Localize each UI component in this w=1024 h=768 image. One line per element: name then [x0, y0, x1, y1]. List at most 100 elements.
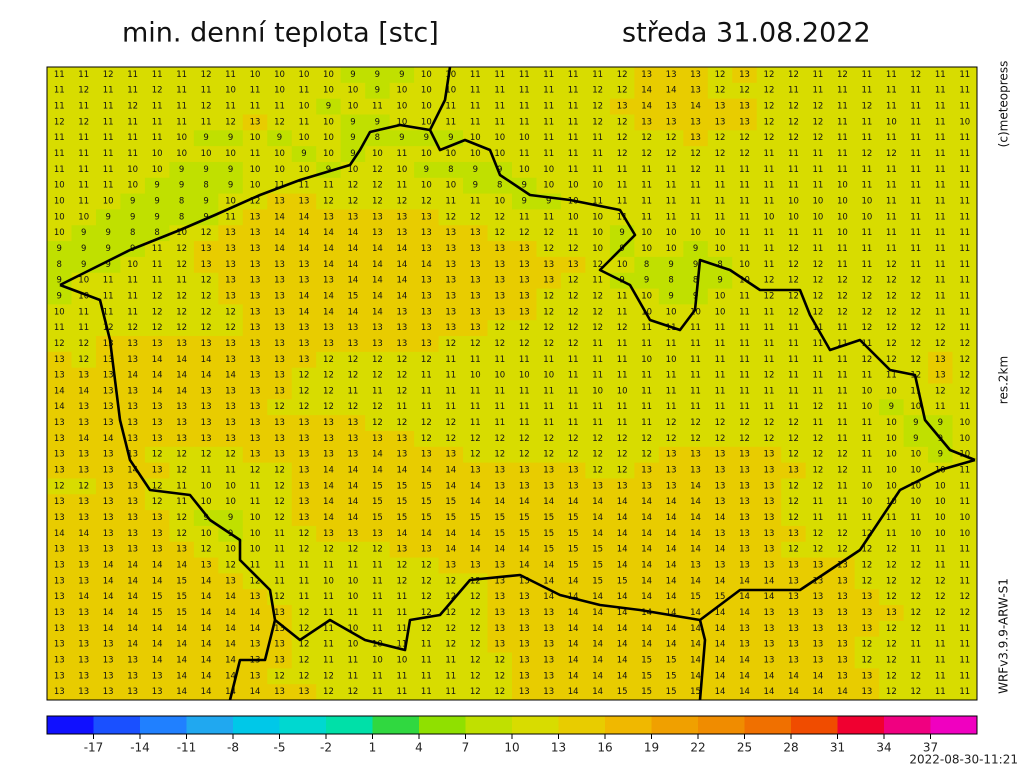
temperature-cell	[609, 98, 635, 115]
temperature-cell	[487, 241, 513, 258]
temperature-value: 14	[152, 371, 163, 381]
temperature-cell	[634, 209, 660, 226]
temperature-value: 12	[421, 592, 432, 602]
temperature-cell	[193, 256, 219, 274]
temperature-value: 11	[739, 165, 750, 175]
temperature-value: 11	[690, 402, 701, 412]
temperature-value: 14	[666, 624, 677, 634]
temperature-cell	[144, 209, 170, 226]
temperature-value: 15	[568, 529, 579, 539]
temperature-value: 13	[764, 481, 775, 491]
temperature-value: 15	[617, 576, 628, 586]
temperature-cell	[805, 177, 831, 195]
temperature-value: 13	[715, 529, 726, 539]
temperature-cell	[634, 98, 660, 115]
temperature-value: 11	[813, 228, 824, 238]
temperature-cell	[487, 430, 513, 448]
temperature-value: 10	[813, 212, 824, 222]
temperature-cell	[291, 462, 317, 479]
temperature-value: 9	[228, 133, 233, 143]
temperature-cell	[512, 161, 537, 179]
temperature-cell	[340, 209, 366, 226]
temperature-value: 10	[861, 497, 872, 507]
temperature-value: 9	[913, 434, 918, 444]
temperature-value: 11	[959, 560, 970, 570]
temperature-cell	[267, 304, 293, 321]
temperature-value: 15	[592, 545, 603, 555]
temperature-value: 14	[152, 655, 163, 665]
temperature-value: 11	[78, 307, 89, 317]
temperature-cell	[414, 478, 440, 495]
temperature-cell	[707, 446, 733, 464]
temperature-cell	[463, 320, 489, 337]
temperature-cell	[47, 336, 72, 353]
temperature-value: 9	[228, 181, 233, 191]
temperature-cell	[536, 114, 562, 131]
temperature-cell	[707, 430, 733, 448]
temperature-cell	[658, 415, 684, 432]
temperature-cell	[340, 193, 366, 210]
temperature-cell	[242, 193, 268, 210]
temperature-value: 11	[837, 323, 848, 333]
temperature-value: 13	[152, 513, 163, 523]
temperature-value: 13	[78, 513, 89, 523]
temperature-value: 13	[764, 529, 775, 539]
temperature-cell	[683, 241, 709, 258]
temperature-cell	[291, 272, 317, 290]
temperature-value: 14	[764, 592, 775, 602]
temperature-cell	[365, 272, 391, 290]
temperature-cell	[609, 336, 635, 353]
temperature-value: 12	[715, 434, 726, 444]
temperature-cell	[120, 288, 146, 305]
temperature-value: 14	[152, 640, 163, 650]
temperature-value: 14	[323, 481, 334, 491]
temperature-value: 12	[176, 466, 187, 476]
temperature-value: 11	[225, 102, 236, 112]
temperature-value: 15	[641, 671, 652, 681]
temperature-cell	[242, 146, 268, 163]
temperature-value: 10	[592, 181, 603, 191]
temperature-cell	[732, 367, 758, 384]
temperature-value: 14	[837, 687, 848, 697]
temperature-value: 11	[543, 70, 554, 80]
temperature-value: 10	[641, 244, 652, 254]
temperature-cell	[830, 272, 856, 290]
temperature-cell	[316, 82, 342, 100]
temperature-cell	[830, 462, 856, 479]
temperature-value: 13	[641, 481, 652, 491]
temperature-value: 11	[568, 418, 579, 428]
temperature-cell	[585, 82, 611, 100]
temperature-cell	[634, 462, 660, 479]
temperature-value: 13	[494, 481, 505, 491]
temperature-value: 9	[326, 102, 331, 112]
temperature-cell	[512, 367, 537, 384]
temperature-cell	[291, 67, 317, 84]
temperature-cell	[879, 130, 905, 147]
temperature-cell	[756, 351, 782, 369]
temperature-cell	[487, 225, 513, 242]
temperature-cell	[609, 114, 635, 131]
temperature-cell	[463, 415, 489, 432]
temperature-cell	[903, 256, 929, 274]
temperature-value: 12	[666, 133, 677, 143]
temperature-value: 12	[494, 323, 505, 333]
temperature-cell	[952, 367, 978, 384]
temperature-value: 11	[935, 133, 946, 143]
temperature-value: 14	[813, 687, 824, 697]
temperature-value: 11	[250, 149, 261, 159]
temperature-cell	[952, 161, 978, 179]
temperature-cell	[854, 130, 880, 147]
temperature-cell	[291, 446, 317, 464]
temperature-value: 13	[396, 323, 407, 333]
temperature-cell	[389, 415, 415, 432]
temperature-cell	[683, 383, 709, 400]
temperature-value: 11	[861, 86, 872, 96]
temperature-value: 13	[201, 402, 212, 412]
temperature-value: 12	[543, 291, 554, 301]
temperature-value: 9	[350, 149, 355, 159]
temperature-value: 12	[837, 291, 848, 301]
temperature-cell	[781, 82, 807, 100]
temperature-value: 11	[250, 102, 261, 112]
temperature-cell	[609, 430, 635, 448]
temperature-value: 13	[788, 640, 799, 650]
